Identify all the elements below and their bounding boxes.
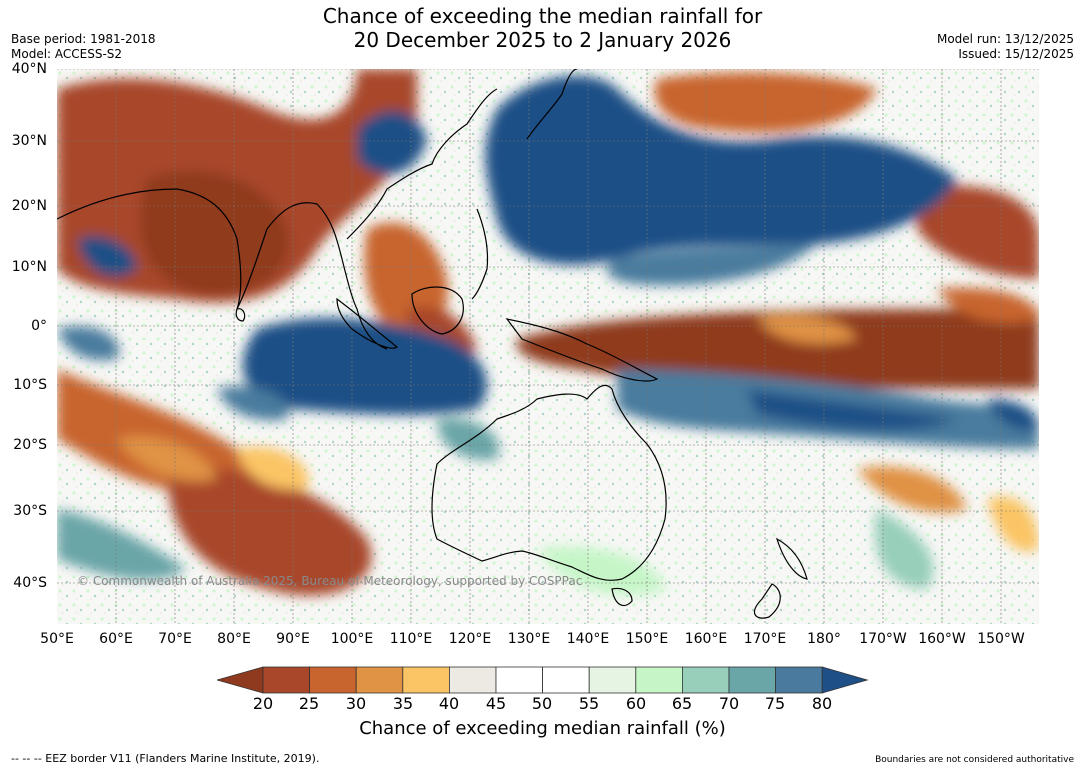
china-coast xyxy=(346,88,498,240)
colorbar-tick-75: 75 xyxy=(764,694,786,713)
lat-label-30s: 30°S xyxy=(13,503,47,519)
rainfall-map[interactable]: © Commonwealth of Australia 2025, Bureau… xyxy=(57,69,1039,624)
map-title: Chance of exceeding the median rainfall … xyxy=(0,4,1085,52)
colorbar-cell xyxy=(309,666,357,694)
colorbar-tick-40: 40 xyxy=(438,694,460,713)
lon-label-80e: 80°E xyxy=(217,631,251,647)
australia-coast xyxy=(431,384,667,581)
title-line-1: Chance of exceeding the median rainfall … xyxy=(322,4,763,28)
japan-coast xyxy=(526,69,578,140)
new-guinea-coast xyxy=(505,318,659,382)
colorbar-tick-80: 80 xyxy=(811,694,833,713)
lat-label-10n: 10°N xyxy=(11,259,47,275)
eez-border-note: -- -- -- EEZ border V11 (Flanders Marine… xyxy=(11,752,320,765)
issued-date: Issued: 15/12/2025 xyxy=(958,47,1074,61)
colorbar-tick-45: 45 xyxy=(485,694,507,713)
lon-label-90e: 90°E xyxy=(276,631,310,647)
lon-label-100e: 100°E xyxy=(330,631,374,647)
colorbar-cell xyxy=(728,666,776,694)
colorbar-arrow-low xyxy=(217,666,264,694)
colorbar-tick-65: 65 xyxy=(671,694,693,713)
lon-label-60e: 60°E xyxy=(99,631,133,647)
sumatra-coast xyxy=(336,297,398,349)
rainfall-map-canvas: © Commonwealth of Australia 2025, Bureau… xyxy=(57,69,1039,624)
lon-label-170w: 170°W xyxy=(859,631,907,647)
lat-label-10s: 10°S xyxy=(13,377,47,393)
lon-label-140e: 140°E xyxy=(566,631,610,647)
base-period: Base period: 1981-2018 xyxy=(11,32,156,46)
colorbar-tick-60: 60 xyxy=(625,694,647,713)
south-asia-coast xyxy=(57,188,388,350)
lon-label-130e: 130°E xyxy=(507,631,551,647)
colorbar-label: Chance of exceeding median rainfall (%) xyxy=(359,718,726,739)
tasmania-coast xyxy=(611,587,633,607)
model-name: Model: ACCESS-S2 xyxy=(11,47,123,61)
colorbar-tick-50: 50 xyxy=(531,694,553,713)
colorbar-tick-30: 30 xyxy=(345,694,367,713)
new-zealand-north-coast xyxy=(775,537,808,580)
metadata-left: Base period: 1981-2018 Model: ACCESS-S2 xyxy=(11,32,156,62)
lat-label-20n: 20°N xyxy=(11,198,47,214)
metadata-right: Model run: 13/12/2025 Issued: 15/12/2025 xyxy=(937,32,1074,62)
colorbar-arrow-high xyxy=(821,666,869,694)
lon-label-150e: 150°E xyxy=(625,631,669,647)
colorbar-cell xyxy=(775,666,823,694)
lat-label-40n: 40°N xyxy=(11,61,47,77)
lat-label-20s: 20°S xyxy=(13,437,47,453)
colorbar-cell xyxy=(588,666,637,694)
new-zealand-south-coast xyxy=(753,583,781,619)
title-line-2: 20 December 2025 to 2 January 2026 xyxy=(353,28,732,52)
colorbar-cell xyxy=(355,666,404,694)
lat-label-40s: 40°S xyxy=(13,575,47,591)
lon-label-120e: 120°E xyxy=(448,631,492,647)
lat-label-0: 0° xyxy=(31,318,47,334)
colorbar-tick-70: 70 xyxy=(718,694,740,713)
colorbar-tick-35: 35 xyxy=(392,694,414,713)
colorbar xyxy=(217,666,869,694)
lon-label-170e: 170°E xyxy=(743,631,787,647)
copyright-text: © Commonwealth of Australia 2025, Bureau… xyxy=(77,574,582,588)
colorbar-cell xyxy=(402,666,450,694)
sri-lanka-coast xyxy=(235,308,246,322)
colorbar-cell xyxy=(681,666,730,694)
colorbar-tick-20: 20 xyxy=(252,694,274,713)
borneo-coast xyxy=(411,286,464,335)
colorbar-cell xyxy=(542,666,590,694)
colorbar-cell xyxy=(635,666,683,694)
philippines-coast xyxy=(471,208,489,300)
graticule xyxy=(57,69,1039,624)
colorbar-cell xyxy=(262,666,310,694)
lat-label-30n: 30°N xyxy=(11,133,47,149)
lon-label-160w: 160°W xyxy=(918,631,966,647)
model-run: Model run: 13/12/2025 xyxy=(936,32,1074,46)
lon-label-50e: 50°E xyxy=(40,631,74,647)
colorbar-cell xyxy=(495,666,543,694)
lon-label-150w: 150°W xyxy=(977,631,1025,647)
colorbar-tick-55: 55 xyxy=(578,694,600,713)
lon-label-180: 180° xyxy=(807,631,841,647)
boundaries-disclaimer: Boundaries are not considered authoritat… xyxy=(875,755,1074,765)
lon-label-110e: 110°E xyxy=(389,631,433,647)
coastlines xyxy=(57,69,808,619)
colorbar-cell xyxy=(448,666,497,694)
lon-label-70e: 70°E xyxy=(158,631,192,647)
colorbar-tick-25: 25 xyxy=(298,694,320,713)
lon-label-160e: 160°E xyxy=(684,631,728,647)
